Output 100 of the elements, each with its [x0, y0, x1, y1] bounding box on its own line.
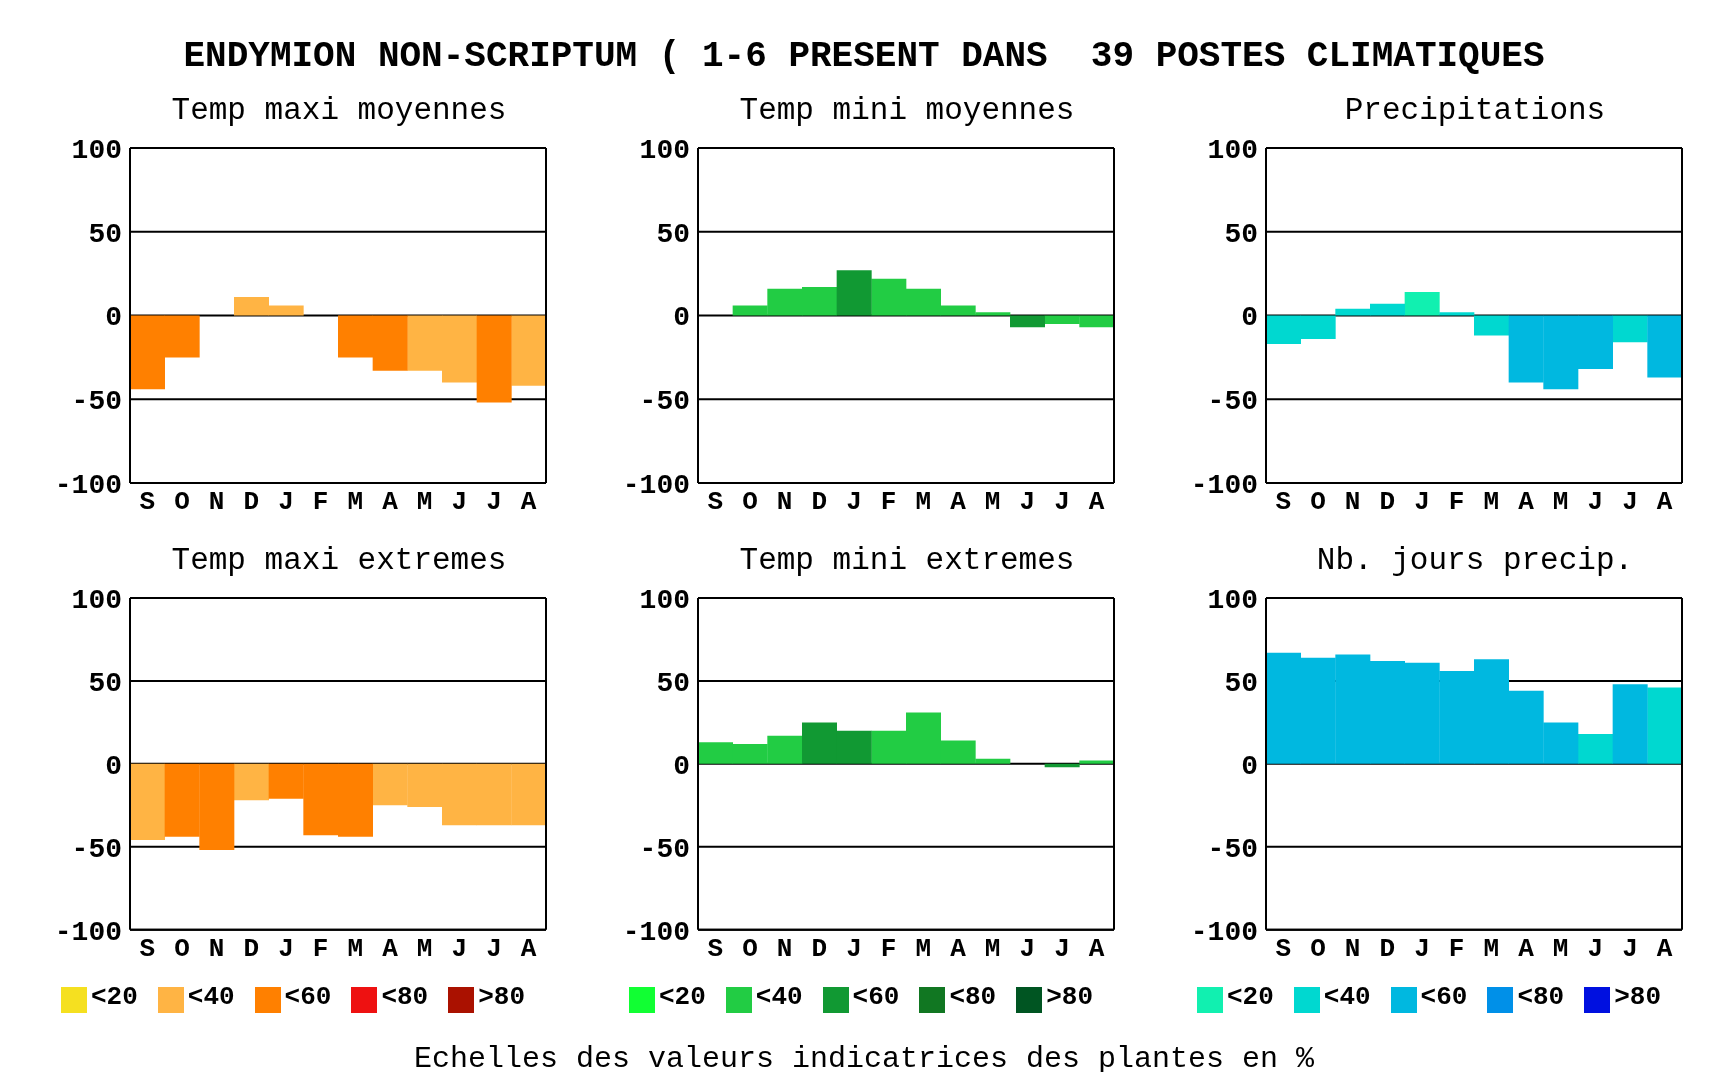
x-tick-label: J [486, 487, 502, 518]
bar [1044, 763, 1080, 768]
x-tick-label: N [1344, 934, 1361, 965]
x-tick-label: A [1656, 487, 1673, 518]
y-tick-label: 0 [1241, 302, 1258, 334]
x-tick-label: A [382, 487, 399, 518]
y-tick-label: -50 [639, 833, 690, 865]
x-tick-label: J [1414, 934, 1430, 965]
y-tick-label: 50 [1224, 218, 1258, 250]
x-tick-label: M [1552, 934, 1569, 965]
x-tick-label: D [811, 934, 828, 965]
y-tick-label: 50 [656, 667, 690, 699]
x-tick-label: S [707, 934, 724, 965]
x-tick-label: F [880, 934, 897, 965]
legend-label: <80 [1517, 981, 1565, 1012]
x-tick-label: A [1656, 934, 1673, 965]
y-tick-label: -50 [639, 386, 690, 418]
bar [1474, 315, 1509, 336]
x-tick-label: D [243, 487, 260, 518]
x-tick-label: S [1275, 934, 1292, 965]
x-tick-label: N [776, 487, 793, 518]
text: ENDYMION NON-SCRIPTUM ( 1-6 PRESENT DANS 39 POSTES CLIMATIQUES [182, 36, 1546, 77]
y-tick-label: 50 [88, 218, 122, 250]
x-tick-label: O [174, 934, 190, 965]
y-tick-label: 0 [1241, 750, 1258, 782]
x-tick-label: S [139, 487, 156, 518]
x-tick-label: J [1622, 934, 1638, 965]
legend-label: <20 [1226, 981, 1274, 1012]
y-tick-label: -100 [54, 469, 122, 501]
x-tick-label: M [984, 487, 1001, 518]
bar [511, 315, 547, 386]
y-tick-label: -50 [71, 386, 122, 418]
x-tick-label: J [1414, 487, 1430, 518]
x-tick-label: F [312, 934, 329, 965]
y-tick-label: 50 [656, 218, 690, 250]
x-tick-label: M [416, 487, 433, 518]
x-tick-label: M [915, 487, 932, 518]
x-tick-label: J [1622, 487, 1638, 518]
x-tick-label: A [1518, 934, 1535, 965]
y-tick-label: 0 [105, 302, 122, 334]
x-tick-label: F [312, 487, 329, 518]
bar [1647, 315, 1683, 378]
y-tick-label: -100 [622, 469, 690, 501]
y-tick-label: 100 [639, 584, 690, 616]
bar [476, 315, 512, 403]
chart-title: Temp mini extremes [738, 543, 1076, 580]
y-tick-label: 0 [673, 750, 690, 782]
legend-label: <40 [1323, 981, 1371, 1012]
y-tick-label: 50 [1224, 667, 1258, 699]
y-tick-label: 100 [1207, 134, 1258, 166]
x-tick-label: J [278, 487, 294, 518]
x-tick-label: M [984, 934, 1001, 965]
bar [1404, 292, 1440, 316]
chart-title: Nb. jours precip. [1315, 543, 1635, 580]
x-tick-label: J [1587, 934, 1604, 965]
y-tick-label: 100 [1207, 584, 1258, 616]
y-tick-label: -50 [1207, 386, 1258, 418]
x-tick-label: N [208, 934, 225, 965]
x-tick-label: D [1379, 487, 1396, 518]
bar [1612, 684, 1648, 764]
x-tick-label: J [1587, 487, 1604, 518]
x-tick-label: A [1088, 934, 1105, 965]
chart-title: Temp mini moyennes [738, 93, 1076, 130]
x-tick-label: J [846, 487, 862, 518]
chart-title: Temp maxi extremes [170, 543, 508, 580]
y-tick-label: 0 [673, 302, 690, 334]
x-tick-label: N [776, 934, 793, 965]
y-tick-label: -100 [622, 916, 690, 948]
bar [1612, 315, 1648, 343]
x-tick-label: O [742, 487, 758, 518]
legend-label: >80 [1614, 981, 1662, 1012]
x-tick-label: F [1448, 934, 1465, 965]
x-tick-label: M [915, 934, 932, 965]
x-tick-label: S [139, 934, 156, 965]
y-tick-label: -50 [1207, 833, 1258, 865]
x-tick-label: M [416, 934, 433, 965]
y-tick-label: -50 [71, 833, 122, 865]
x-tick-label: D [243, 934, 260, 965]
x-tick-label: M [1483, 934, 1500, 965]
x-tick-label: J [1054, 487, 1070, 518]
x-tick-label: M [347, 487, 364, 518]
legend-label: <60 [1420, 981, 1468, 1012]
x-tick-label: J [1019, 487, 1036, 518]
y-tick-label: -100 [1190, 916, 1258, 948]
x-tick-label: F [880, 487, 897, 518]
x-tick-label: A [520, 487, 537, 518]
x-tick-label: A [950, 934, 967, 965]
bar [1578, 733, 1613, 764]
y-tick-label: 100 [71, 584, 122, 616]
legend-label: <80 [381, 981, 429, 1012]
y-tick-label: 100 [639, 134, 690, 166]
legend-label: <20 [658, 981, 706, 1012]
bar [836, 270, 872, 316]
x-tick-label: J [1019, 934, 1036, 965]
legend-label: <20 [90, 981, 138, 1012]
x-tick-label: O [1310, 487, 1326, 518]
x-tick-label: J [451, 934, 468, 965]
x-tick-label: D [811, 487, 828, 518]
x-tick-label: M [1552, 487, 1569, 518]
x-tick-label: M [1483, 487, 1500, 518]
